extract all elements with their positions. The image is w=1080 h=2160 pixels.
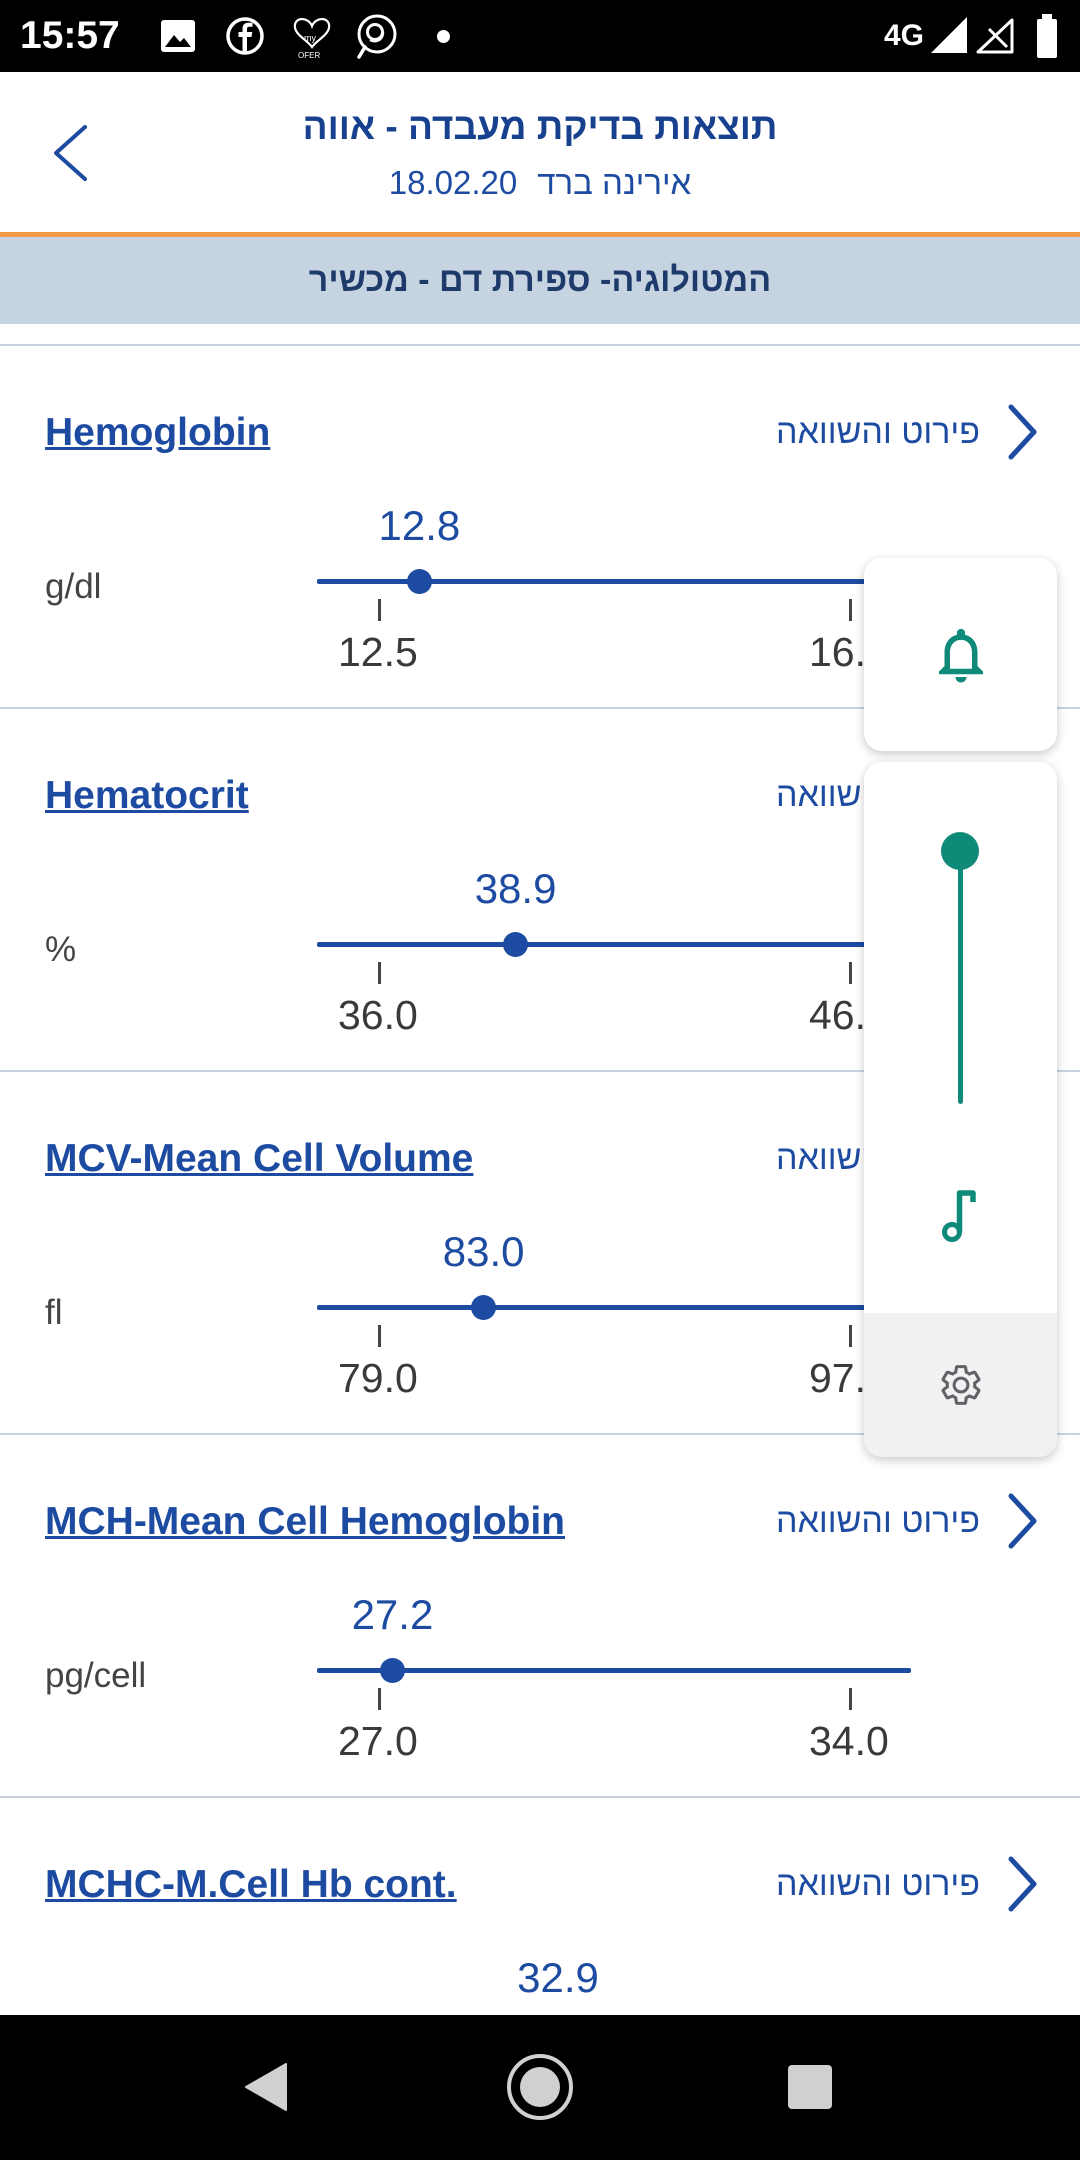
test-value: 38.9	[474, 865, 557, 912]
test-unit: g/dl	[45, 567, 102, 606]
details-compare-link[interactable]: פירוט והשוואה	[776, 402, 1040, 462]
my-ofer-icon: my OFER	[293, 18, 331, 60]
header-accent-line	[0, 232, 1080, 237]
system-nav-bar	[0, 2015, 1080, 2160]
range-max-tick	[848, 1688, 852, 1710]
range-min-tick	[377, 1688, 381, 1710]
details-compare-link[interactable]: פירוט והשוואה	[776, 1854, 1040, 1914]
page-subtitle: אירינה ברד 18.02.20	[0, 160, 1080, 206]
test-unit: pg/cell	[45, 1656, 147, 1695]
details-compare-link[interactable]: פירוט והשוואה	[776, 1491, 1040, 1551]
test-unit: %	[45, 930, 77, 969]
range-track	[317, 942, 911, 947]
test-name-link[interactable]: MCH-Mean Cell Hemoglobin	[45, 1500, 566, 1543]
range-max-label: 97.	[809, 1355, 866, 1401]
image-icon	[161, 20, 195, 52]
music-note-icon	[942, 1190, 976, 1242]
chevron-right-icon	[1004, 1854, 1040, 1914]
value-marker	[379, 1658, 405, 1683]
test-name-link[interactable]: Hematocrit	[45, 774, 249, 817]
recents-square-icon[interactable]	[788, 2065, 832, 2109]
range-max-tick	[848, 599, 852, 621]
signal-icon	[931, 17, 967, 53]
test-name-link[interactable]: Hemoglobin	[45, 411, 271, 454]
sound-settings-button[interactable]	[864, 1313, 1057, 1457]
range-max-label: 34.0	[809, 1718, 889, 1764]
range-min-tick	[377, 599, 381, 621]
range-min-tick	[377, 1325, 381, 1347]
media-stream-button[interactable]	[920, 1176, 1000, 1256]
range-min-label: 79.0	[338, 1355, 418, 1401]
status-bar: 15:57 my OFER 4G	[0, 0, 1080, 72]
bell-icon	[938, 628, 983, 682]
details-compare-label: פירוט והשוואה	[776, 412, 980, 451]
my-ofer-logo-line2: OFER	[298, 51, 320, 60]
test-name-link[interactable]: MCHC-M.Cell Hb cont.	[45, 1863, 457, 1906]
volume-panel	[864, 762, 1057, 1457]
network-type: 4G	[884, 19, 925, 52]
my-ofer-logo-line1: my	[304, 33, 316, 43]
battery-icon	[1037, 14, 1057, 58]
details-compare-label: פירוט והשוואה	[776, 1501, 980, 1540]
header: תוצאות בדיקת מעבדה - אווה אירינה ברד 18.…	[0, 72, 1080, 232]
ringer-mode-button[interactable]	[864, 558, 1057, 751]
back-button[interactable]	[40, 112, 104, 196]
ringer-panel	[864, 558, 1057, 751]
page-title: תוצאות בדיקת מעבדה - אווה	[302, 106, 778, 147]
range-track	[317, 579, 911, 584]
test-name-link[interactable]: MCV-Mean Cell Volume	[45, 1137, 474, 1180]
app-icon	[357, 14, 397, 59]
volume-thumb[interactable]	[941, 832, 979, 870]
range-max-tick	[848, 962, 852, 984]
test-value: 12.8	[378, 502, 461, 549]
value-marker	[406, 569, 432, 594]
range-min-label: 12.5	[338, 629, 418, 675]
test-date: 18.02.20	[388, 164, 518, 201]
status-time: 15:57	[20, 14, 120, 57]
test-value: 83.0	[442, 1228, 525, 1275]
test-card: MCH-Mean Cell Hemoglobin פירוט והשוואה 27.…	[0, 1433, 1080, 1796]
patient-name: אירינה ברד	[537, 164, 692, 201]
range-max-label: 16.	[809, 629, 866, 675]
range-min-label: 27.0	[338, 1718, 418, 1764]
test-card: Hemoglobin פירוט והשוואה 12.8 g/dl 12.5 16.	[0, 344, 1080, 707]
chevron-left-icon	[54, 125, 87, 181]
back-triangle-icon[interactable]	[244, 2062, 288, 2112]
no-signal-icon	[976, 18, 1014, 54]
dot-icon	[437, 30, 450, 43]
test-unit: fl	[45, 1293, 63, 1332]
facebook-icon	[226, 17, 264, 55]
chevron-right-icon	[1004, 1491, 1040, 1551]
chevron-right-icon	[1004, 402, 1040, 462]
volume-slider[interactable]	[930, 822, 990, 1132]
range-min-tick	[377, 962, 381, 984]
details-compare-label: פירוט והשוואה	[776, 1864, 980, 1903]
section-title: המטולוגיה- ספירת דם - מכשיר	[308, 261, 772, 299]
value-marker	[503, 932, 529, 957]
test-value: 32.9	[517, 1954, 599, 2001]
section-header: המטולוגיה- ספירת דם - מכשיר	[0, 237, 1080, 324]
range-track	[317, 1668, 911, 1673]
range-min-label: 36.0	[338, 992, 418, 1038]
home-circle-icon[interactable]	[505, 2052, 575, 2122]
value-marker	[471, 1295, 497, 1320]
settings-icon	[941, 1365, 980, 1405]
volume-track-fill	[958, 851, 963, 1104]
range-track	[317, 1305, 911, 1310]
range-max-tick	[848, 1325, 852, 1347]
test-value: 27.2	[351, 1591, 434, 1638]
range-max-label: 46.	[809, 992, 866, 1038]
